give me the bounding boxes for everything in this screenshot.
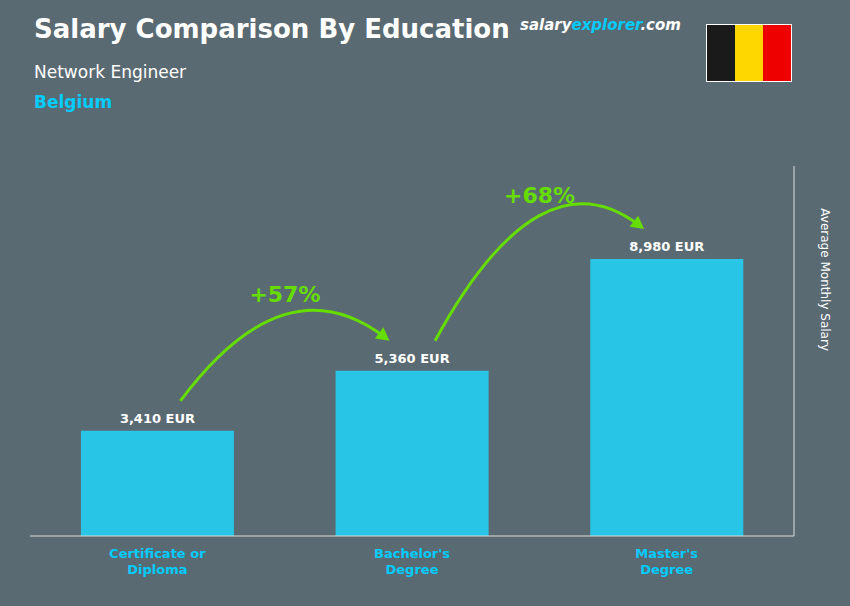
svg-text:Average Monthly Salary: Average Monthly Salary [818, 208, 832, 351]
svg-text:Master'sDegree: Master'sDegree [635, 546, 698, 577]
svg-text:+68%: +68% [504, 183, 575, 208]
svg-text:Bachelor'sDegree: Bachelor'sDegree [374, 546, 450, 577]
html-text:Network Engineer: Network Engineer [34, 62, 187, 82]
svg-text:+57%: +57% [249, 282, 320, 307]
html-text:salary explorer.com: salary explorer.com [520, 16, 681, 34]
svg-text:5,360 EUR: 5,360 EUR [375, 351, 450, 366]
html-text:Belgium: Belgium [34, 92, 113, 112]
svg-text:8,980 EUR: 8,980 EUR [629, 239, 704, 254]
html-text:Salary Comparison By Education: Salary Comparison By Education [34, 14, 510, 44]
svg-text:3,410 EUR: 3,410 EUR [120, 411, 195, 426]
svg-text:Certificate orDiploma: Certificate orDiploma [109, 546, 206, 577]
